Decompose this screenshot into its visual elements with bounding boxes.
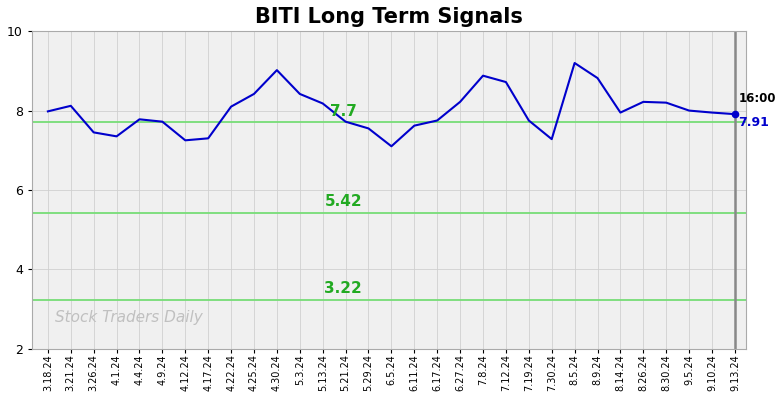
Text: 5.42: 5.42	[325, 194, 362, 209]
Text: 16:00: 16:00	[739, 92, 776, 105]
Text: 7.7: 7.7	[330, 103, 357, 119]
Text: Stock Traders Daily: Stock Traders Daily	[55, 310, 202, 325]
Text: 7.91: 7.91	[739, 116, 769, 129]
Text: 3.22: 3.22	[325, 281, 362, 296]
Point	[728, 111, 741, 117]
Title: BITI Long Term Signals: BITI Long Term Signals	[255, 7, 523, 27]
